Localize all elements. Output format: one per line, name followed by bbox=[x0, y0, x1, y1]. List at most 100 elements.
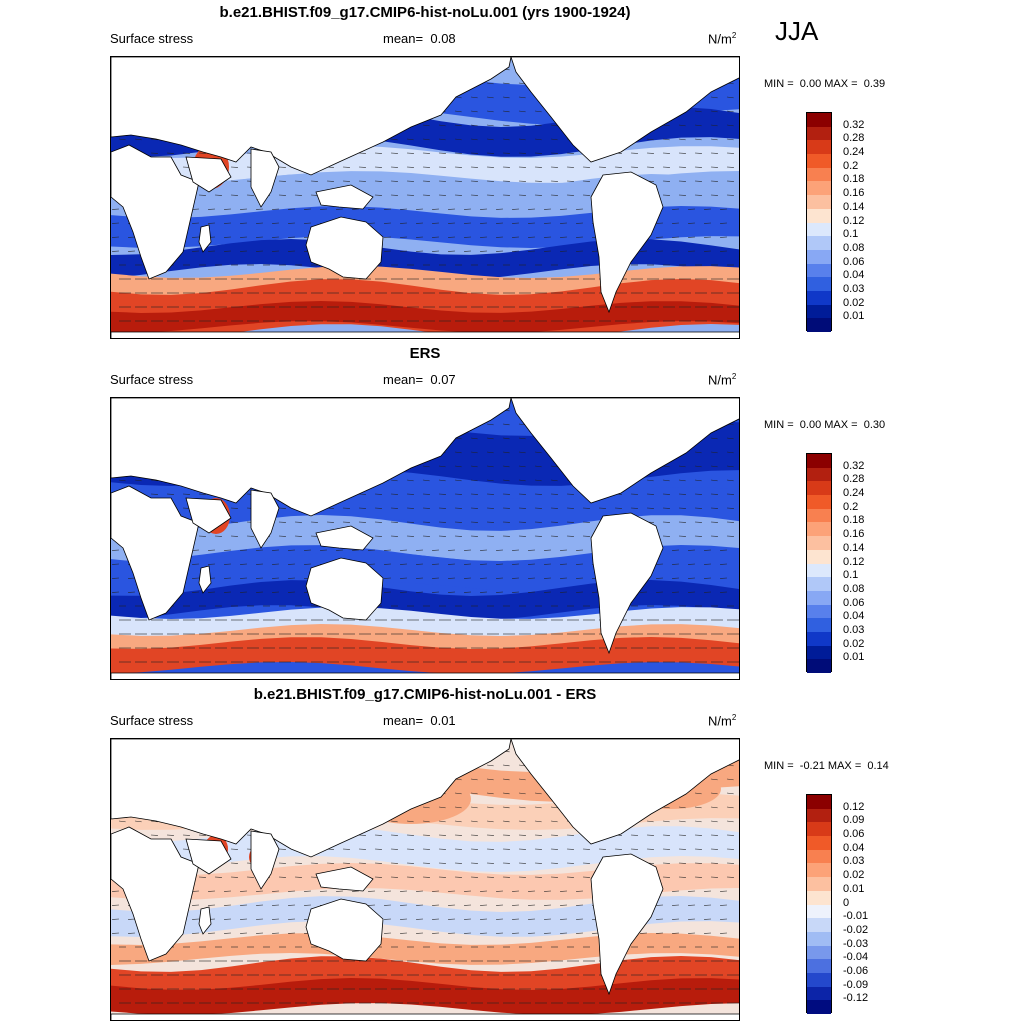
panel1-min-label: MIN = bbox=[764, 78, 794, 90]
units-sup: 2 bbox=[731, 31, 737, 40]
colorbar-tick-label: -0.01 bbox=[843, 910, 869, 923]
colorbar-segment bbox=[807, 590, 831, 605]
field-band bbox=[111, 206, 739, 248]
colorbar-segment bbox=[807, 618, 831, 632]
colorbar-segment bbox=[807, 140, 831, 155]
antarctica-landmass bbox=[111, 331, 739, 338]
colorbar-segment bbox=[807, 836, 831, 850]
continents bbox=[111, 398, 739, 679]
colorbar-segment bbox=[807, 195, 831, 209]
colorbar-tick-label: 0.32 bbox=[843, 459, 865, 472]
south-america-landmass bbox=[590, 512, 664, 655]
panel2-variable: Surface stress bbox=[110, 372, 194, 387]
field-band bbox=[111, 933, 739, 965]
colorbar-tick-label: 0.09 bbox=[843, 814, 865, 827]
colorbar-segment bbox=[807, 659, 831, 673]
panel2-min-value: 0.00 bbox=[799, 419, 822, 431]
colorbar-tick-label: 0.12 bbox=[843, 555, 865, 568]
colorbar-tick-label: 0.01 bbox=[843, 651, 865, 664]
panel2-title: ERS bbox=[409, 345, 441, 362]
colorbar-segment bbox=[807, 208, 831, 223]
units-text: N/m bbox=[708, 31, 732, 47]
colorbar-segment bbox=[807, 890, 831, 905]
colorbar-segment bbox=[807, 563, 831, 578]
season-label: JJA bbox=[775, 16, 819, 46]
colorbar-segment bbox=[807, 222, 831, 237]
colorbar-segment bbox=[807, 849, 831, 864]
continents bbox=[111, 57, 739, 338]
units-sup: 2 bbox=[731, 372, 737, 381]
panel2-max-value: 0.30 bbox=[863, 419, 886, 431]
panel2-min-label: MIN = bbox=[764, 419, 794, 431]
colorbar-segment bbox=[807, 277, 831, 291]
australia-landmass bbox=[305, 898, 384, 962]
panel2-mean: mean= 0.07 bbox=[383, 372, 456, 387]
continents bbox=[111, 739, 739, 1020]
colorbar-tick-label: -0.04 bbox=[843, 951, 869, 964]
india-peninsula bbox=[250, 489, 280, 549]
colorbar-segment bbox=[807, 113, 831, 127]
colorbar-segment bbox=[807, 918, 831, 932]
colorbar-segment bbox=[807, 318, 831, 332]
colorbar-tick-label: 0.06 bbox=[843, 828, 865, 841]
units-sup: 2 bbox=[731, 713, 737, 722]
colorbar-tick-label: -0.06 bbox=[843, 964, 869, 977]
field-band bbox=[111, 896, 739, 937]
colorbar-segment bbox=[807, 986, 831, 1001]
panel2-mean-label: mean= bbox=[383, 372, 424, 387]
colorbar-tick-label: 0.1 bbox=[843, 569, 859, 582]
colorbar-segment bbox=[807, 1000, 831, 1014]
colorbar-tick-label: 0.03 bbox=[843, 282, 865, 295]
colorbar-tick-label: 0.18 bbox=[843, 173, 865, 186]
colorbar-tick-label: 0.02 bbox=[843, 296, 865, 309]
units-text: N/m bbox=[708, 372, 732, 388]
australia-landmass bbox=[305, 557, 384, 621]
australia-landmass bbox=[305, 216, 384, 280]
panel1-mean: mean= 0.08 bbox=[383, 31, 456, 46]
colorbar-segment bbox=[807, 154, 831, 168]
colorbar-segment bbox=[807, 236, 831, 250]
panel1-variable: Surface stress bbox=[110, 31, 194, 46]
panel3-mean-value: 0.01 bbox=[430, 713, 456, 728]
colorbar-tick-label: 0.06 bbox=[843, 255, 865, 268]
panel3-min-value: -0.21 bbox=[799, 760, 825, 772]
se-asia-islands bbox=[315, 866, 374, 892]
colorbar-segment bbox=[807, 822, 831, 837]
eurasia-landmass bbox=[111, 739, 512, 858]
panel3-min-label: MIN = bbox=[764, 760, 794, 772]
colorbar-segment bbox=[807, 467, 831, 482]
field-band bbox=[111, 978, 739, 1015]
colorbar-tick-label: 0.01 bbox=[843, 882, 865, 895]
eurasia-landmass bbox=[111, 57, 512, 176]
panel3-map bbox=[110, 738, 740, 1021]
colorbar-segment bbox=[807, 290, 831, 305]
colorbar-tick-label: 0.28 bbox=[843, 132, 865, 145]
colorbar-tick-label: 0.1 bbox=[843, 228, 859, 241]
madagascar-island bbox=[198, 224, 212, 253]
india-peninsula bbox=[250, 148, 280, 208]
antarctica-landmass bbox=[111, 672, 739, 679]
panel2-minmax: MIN = 0.00 MAX = 0.30 bbox=[764, 419, 914, 431]
colorbar-tick-label: 0.16 bbox=[843, 528, 865, 541]
colorbar-tick-label: 0.12 bbox=[843, 214, 865, 227]
north-america-landmass bbox=[510, 57, 739, 163]
antarctica-landmass bbox=[111, 1013, 739, 1020]
panel3-colorbar bbox=[806, 794, 832, 1014]
panel2-mean-value: 0.07 bbox=[430, 372, 456, 387]
colorbar-tick-label: 0.2 bbox=[843, 159, 859, 172]
panel1-title: b.e21.BHIST.f09_g17.CMIP6-hist-noLu.001 … bbox=[219, 4, 631, 21]
colorbar-tick-label: -0.09 bbox=[843, 978, 869, 991]
colorbar-tick-label: 0.14 bbox=[843, 541, 865, 554]
colorbar-segment bbox=[807, 808, 831, 823]
south-america-landmass bbox=[590, 853, 664, 996]
colorbar-segment bbox=[807, 795, 831, 809]
field-band bbox=[111, 637, 739, 674]
panel1-mean-value: 0.08 bbox=[430, 31, 456, 46]
colorbar-segment bbox=[807, 181, 831, 196]
colorbar-segment bbox=[807, 959, 831, 973]
africa-landmass bbox=[111, 485, 200, 621]
colorbar-tick-label: 0.04 bbox=[843, 610, 865, 623]
colorbar-segment bbox=[807, 945, 831, 960]
colorbar-tick-label: 0.04 bbox=[843, 841, 865, 854]
panel2-colorbar bbox=[806, 453, 832, 673]
